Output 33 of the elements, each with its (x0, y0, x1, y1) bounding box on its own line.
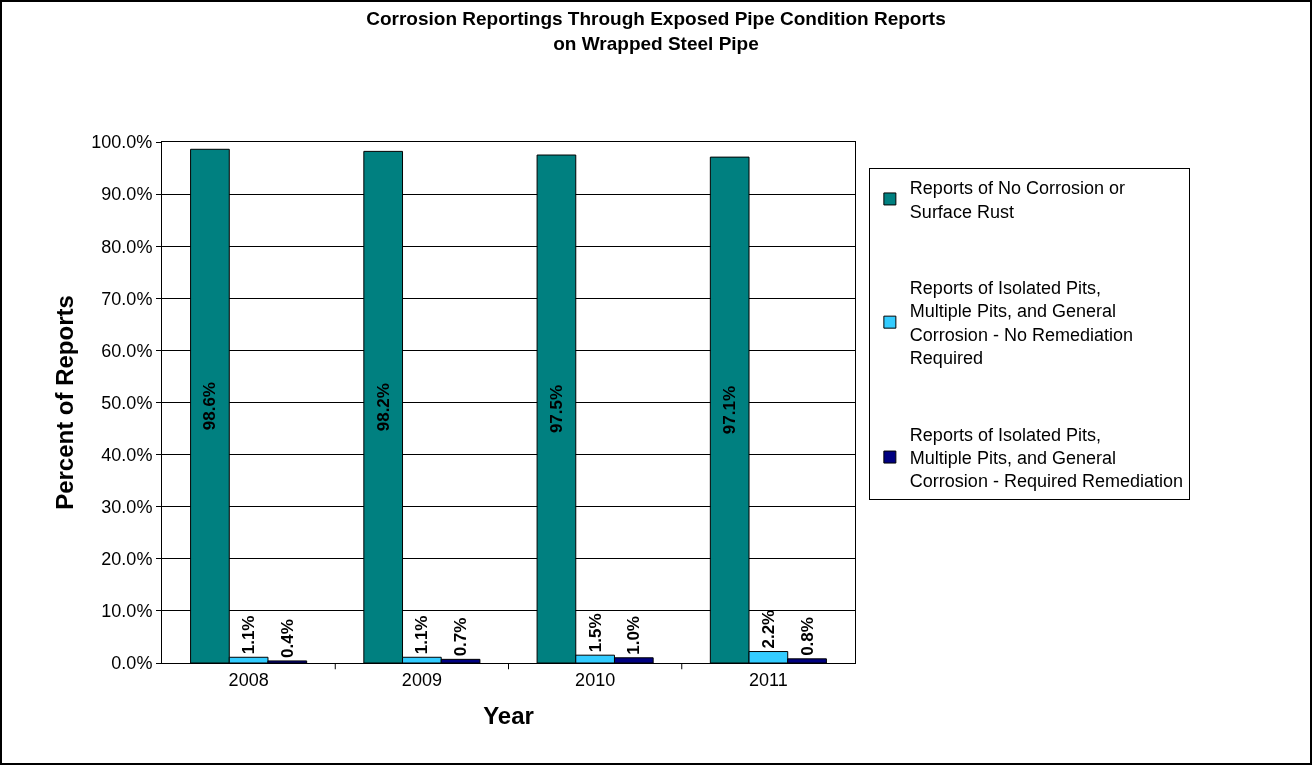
data-label: 1.5% (585, 613, 605, 653)
data-label: 97.1% (720, 385, 740, 435)
y-tick-label: 40.0% (101, 444, 153, 465)
y-axis-title: Percent of Reports (51, 295, 79, 510)
data-label: 1.1% (239, 615, 259, 655)
data-label: 0.8% (797, 617, 817, 656)
y-tick-label: 80.0% (101, 236, 153, 257)
legend-label: Reports of Isolated Pits, Multiple Pits, and General Corrosion - No Remediation Required (909, 278, 1133, 369)
legend-label: Reports of Isolated Pits, Multiple Pits, and General Corrosion - Required Remediation (909, 424, 1183, 492)
x-tick-label: 2011 (749, 669, 788, 690)
chart-title: Corrosion Reportings Through Exposed Pipe Condition Reports on Wrapped Steel Pipe (366, 7, 946, 54)
data-label: 1.0% (624, 616, 644, 655)
data-label: 98.2% (373, 383, 393, 432)
y-tick-label: 50.0% (101, 392, 153, 413)
y-tick-label: 70.0% (101, 288, 153, 309)
data-label: 0.4% (277, 619, 297, 658)
y-tick-label: 100.0% (91, 132, 153, 153)
x-tick-label: 2010 (575, 669, 616, 690)
data-label: 98.6% (200, 382, 220, 431)
data-label: 1.1% (412, 615, 432, 655)
data-label: 2.2% (758, 609, 778, 649)
y-tick-label: 10.0% (101, 601, 153, 622)
legend-label: Reports of No Corrosion or Surface Rust (909, 178, 1125, 222)
x-tick-label: 2009 (401, 669, 442, 690)
x-axis-title: Year (483, 701, 534, 729)
y-tick-label: 20.0% (101, 549, 153, 570)
y-tick-label: 90.0% (101, 184, 153, 205)
x-tick-label: 2008 (228, 669, 269, 690)
y-tick-label: 0.0% (111, 653, 153, 674)
y-tick-label: 30.0% (101, 497, 153, 517)
y-tick-label: 60.0% (101, 340, 153, 361)
data-label: 0.7% (451, 617, 471, 657)
data-label: 97.5% (546, 384, 566, 434)
